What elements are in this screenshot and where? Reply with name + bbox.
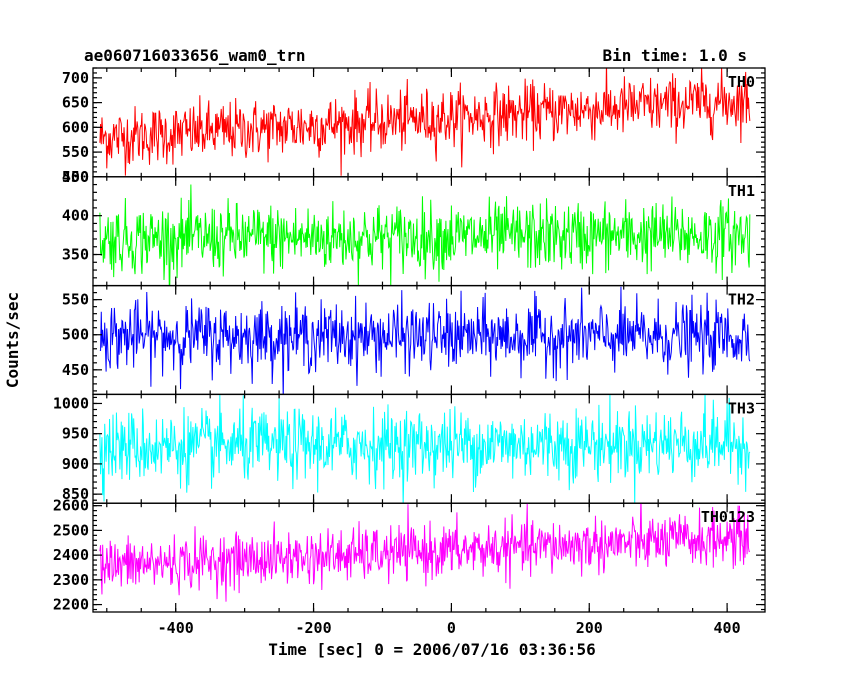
series-line-th0 bbox=[99, 68, 751, 176]
y-tick-label: 2500 bbox=[53, 521, 89, 539]
y-tick-label: 950 bbox=[62, 425, 89, 443]
panel-label: TH3 bbox=[728, 399, 755, 417]
y-tick-label: 500 bbox=[62, 326, 89, 344]
x-tick-label: -200 bbox=[295, 619, 331, 637]
bin-time-label: Bin time: 1.0 s bbox=[603, 46, 748, 65]
y-axis-label: Counts/sec bbox=[3, 292, 22, 388]
panel-th0: 500 550 600 650 700 TH0 bbox=[62, 67, 766, 186]
y-tick-label: 2600 bbox=[53, 497, 89, 515]
series-line-th1 bbox=[99, 184, 751, 286]
y-tick-label: 550 bbox=[62, 291, 89, 309]
chart-title: ae060716033656_wam0_trn bbox=[84, 46, 306, 65]
y-tick-label: 2400 bbox=[53, 546, 89, 564]
series-line-th2 bbox=[99, 286, 751, 395]
panel-th1: 350 400 450 TH1 bbox=[62, 168, 766, 287]
x-axis-label: Time [sec] 0 = 2006/07/16 03:36:56 bbox=[268, 640, 596, 659]
panel-th0123: 2200 2300 2400 2500 2600 TH0123 bbox=[53, 497, 766, 614]
y-tick-label: 650 bbox=[62, 94, 89, 112]
series-line-th3 bbox=[99, 394, 751, 504]
y-tick-label: 450 bbox=[62, 168, 89, 186]
y-tick-label: 450 bbox=[62, 361, 89, 379]
panel-th2: 450 500 550 TH2 bbox=[62, 284, 766, 396]
y-tick-label: 550 bbox=[62, 143, 89, 161]
x-tick-label: -400 bbox=[158, 619, 194, 637]
x-axis: -400 -200 0 200 400 bbox=[158, 619, 741, 637]
y-tick-label: 2200 bbox=[53, 596, 89, 614]
x-tick-label: 400 bbox=[714, 619, 741, 637]
y-tick-label: 700 bbox=[62, 69, 89, 87]
x-tick-label: 200 bbox=[576, 619, 603, 637]
y-tick-label: 1000 bbox=[53, 394, 89, 412]
y-tick-label: 2300 bbox=[53, 571, 89, 589]
panel-th3: 850 900 950 1000 TH3 bbox=[53, 393, 766, 504]
y-tick-label: 500 bbox=[62, 168, 89, 186]
x-tick-label: 0 bbox=[447, 619, 456, 637]
y-tick-label: 400 bbox=[62, 207, 89, 225]
series-line-th0123 bbox=[99, 503, 751, 602]
panel-label: TH2 bbox=[728, 291, 755, 309]
panel-label: TH0 bbox=[728, 73, 755, 91]
y-tick-label: 350 bbox=[62, 246, 89, 264]
y-tick-label: 600 bbox=[62, 118, 89, 136]
panel-label: TH0123 bbox=[701, 508, 755, 526]
y-tick-label: 850 bbox=[62, 485, 89, 503]
panel-label: TH1 bbox=[728, 182, 755, 200]
y-tick-label: 900 bbox=[62, 455, 89, 473]
panel-frame bbox=[92, 502, 766, 613]
